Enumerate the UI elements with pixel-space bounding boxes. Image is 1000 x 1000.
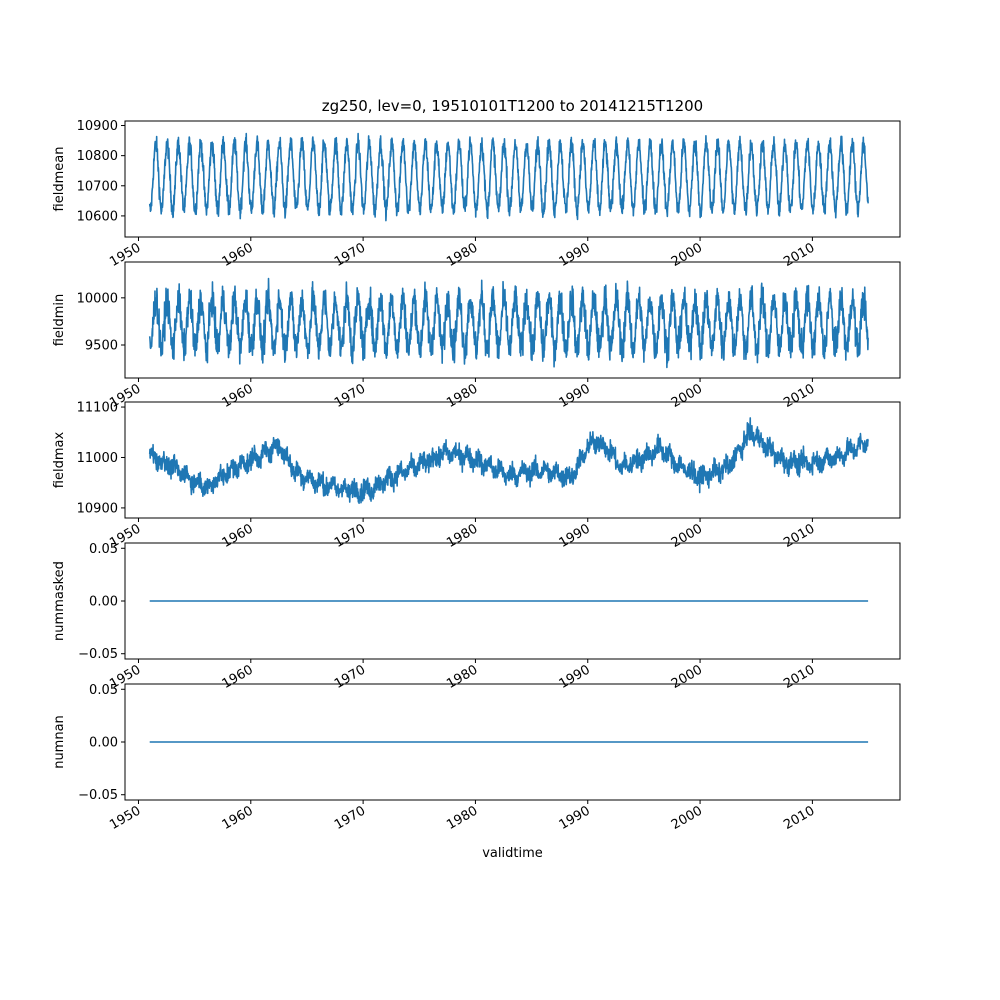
y-axis-label-fieldmax: fieldmax bbox=[52, 432, 67, 489]
y-tick-label: 0.05 bbox=[89, 542, 118, 557]
y-tick-label: 10800 bbox=[77, 149, 118, 164]
y-tick-label: 10700 bbox=[77, 179, 118, 194]
axes-frame-fieldmean bbox=[124, 120, 901, 238]
y-axis-label-numnan: numnan bbox=[52, 715, 67, 769]
y-axis-label-fieldmin: fieldmin bbox=[52, 294, 67, 347]
figure-title: zg250, lev=0, 19510101T1200 to 20141215T… bbox=[322, 97, 703, 115]
x-axis-label: validtime bbox=[482, 846, 543, 861]
y-tick-label: 10600 bbox=[77, 209, 118, 224]
series-line-fieldmean bbox=[148, 132, 869, 222]
y-tick-label: 0.00 bbox=[89, 736, 118, 751]
series-line-fieldmin bbox=[148, 277, 869, 369]
y-axis-label-fieldmean: fieldmean bbox=[52, 147, 67, 212]
y-tick-label: 10000 bbox=[77, 291, 118, 306]
axes-frame-fieldmin bbox=[124, 261, 901, 379]
y-tick-label: 10900 bbox=[77, 501, 118, 516]
y-tick-label: 11100 bbox=[77, 401, 118, 416]
y-tick-label: 11000 bbox=[77, 451, 118, 466]
series-line-fieldmax bbox=[148, 417, 869, 504]
y-tick-label: −0.05 bbox=[78, 788, 118, 803]
y-tick-label: 0.05 bbox=[89, 683, 118, 698]
y-tick-label: 0.00 bbox=[89, 595, 118, 610]
y-tick-label: −0.05 bbox=[78, 647, 118, 662]
axes-frame-fieldmax bbox=[124, 401, 901, 519]
y-axis-label-nummasked: nummasked bbox=[52, 561, 67, 641]
y-tick-label: 9500 bbox=[85, 338, 118, 353]
y-tick-label: 10900 bbox=[77, 119, 118, 134]
